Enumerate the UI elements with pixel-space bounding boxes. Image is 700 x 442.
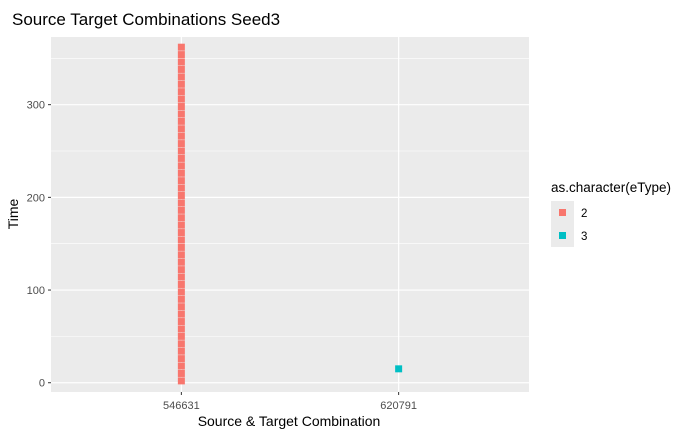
data-point-series-2: [177, 332, 185, 340]
data-point-series-2: [177, 147, 185, 155]
legend: as.character(eType) 2 3: [551, 180, 671, 247]
data-point-series-2: [177, 377, 185, 385]
data-point-series-2: [177, 117, 185, 125]
data-point-series-2: [177, 229, 185, 237]
data-point-series-2: [177, 132, 185, 140]
data-point-series-2: [177, 258, 185, 266]
data-point-series-2: [177, 184, 185, 192]
data-point-series-2: [177, 65, 185, 73]
x-tick-label: 546631: [163, 400, 200, 412]
x-tick-label: 620791: [380, 400, 417, 412]
data-point-series-2: [177, 362, 185, 370]
data-point-series-2: [177, 110, 185, 118]
data-point-series-2: [177, 340, 185, 348]
data-point-series-2: [177, 295, 185, 303]
data-point-series-2: [177, 154, 185, 162]
data-point-series-2: [177, 169, 185, 177]
data-point-series-2: [177, 355, 185, 363]
data-point-series-2: [177, 318, 185, 326]
data-point-series-2: [177, 80, 185, 88]
legend-title: as.character(eType): [551, 180, 671, 195]
y-tick-label: 300: [27, 100, 45, 112]
plot-panel: [51, 37, 529, 392]
data-point-series-2: [177, 199, 185, 207]
data-points: [177, 43, 403, 385]
data-point-series-2: [177, 310, 185, 318]
data-point-series-2: [177, 88, 185, 96]
y-tick-label: 0: [39, 378, 45, 390]
legend-label: 2: [581, 208, 587, 220]
data-point-series-2: [177, 177, 185, 185]
data-point-series-2: [177, 273, 185, 281]
y-axis-title: Time: [5, 198, 21, 229]
data-point-series-2: [177, 236, 185, 244]
legend-label: 3: [581, 231, 587, 243]
data-point-series-2: [177, 43, 185, 51]
data-point-series-2: [177, 221, 185, 229]
data-point-series-2: [177, 58, 185, 66]
data-point-series-2: [177, 206, 185, 214]
data-point-series-2: [177, 288, 185, 296]
data-point-series-2: [177, 266, 185, 274]
data-point-series-2: [177, 103, 185, 111]
data-point-series-2: [177, 251, 185, 259]
data-point-series-2: [177, 325, 185, 333]
data-point-series-2: [177, 191, 185, 199]
data-point-series-2: [177, 303, 185, 311]
y-tick-label: 200: [27, 192, 45, 204]
data-point-series-2: [177, 214, 185, 222]
data-point-series-2: [177, 369, 185, 377]
data-point-series-2: [177, 95, 185, 103]
y-axis: 0 100 200 300: [27, 100, 51, 390]
data-point-series-2: [177, 162, 185, 170]
y-tick-label: 100: [27, 285, 45, 297]
x-axis-title: Source & Target Combination: [198, 413, 381, 429]
data-point-series-2: [177, 243, 185, 251]
data-point-series-3: [395, 365, 403, 373]
data-point-series-2: [177, 347, 185, 355]
data-point-series-2: [177, 73, 185, 81]
legend-key-marker: [559, 232, 566, 239]
data-point-series-2: [177, 125, 185, 133]
data-point-series-2: [177, 51, 185, 59]
x-axis: 546631 620791: [163, 392, 417, 412]
data-point-series-2: [177, 280, 185, 288]
chart-title: Source Target Combinations Seed3: [12, 10, 280, 29]
data-point-series-2: [177, 140, 185, 148]
legend-key-marker: [559, 209, 566, 216]
